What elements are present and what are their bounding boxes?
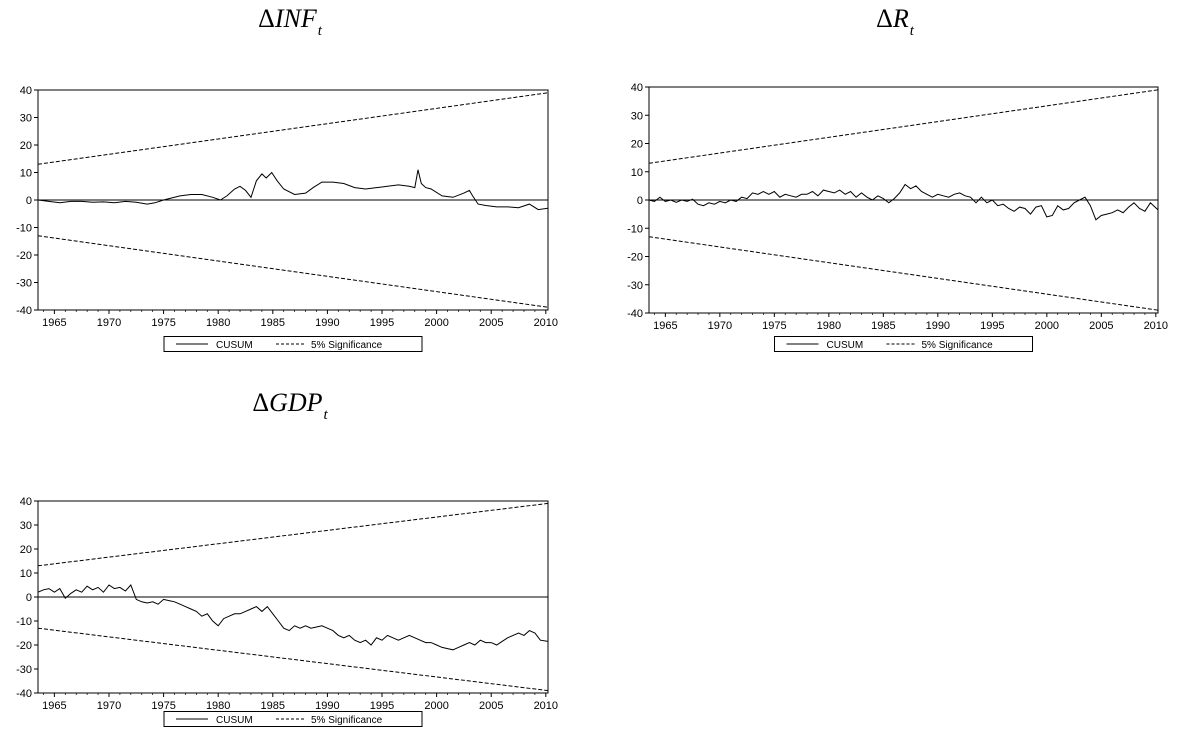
y-tick-label: 20 — [631, 139, 643, 151]
legend-significance-label: 5% Significance — [922, 340, 994, 351]
x-tick-label: 1980 — [206, 700, 230, 712]
title-delta: Δ — [258, 4, 275, 33]
y-tick-label: -40 — [627, 308, 643, 320]
y-tick-label: 10 — [20, 568, 32, 580]
x-tick-label: 1985 — [261, 700, 285, 712]
y-tick-label: -40 — [16, 305, 32, 317]
x-tick-label: 2010 — [1144, 320, 1168, 332]
x-tick-label: 1975 — [151, 700, 175, 712]
x-tick-label: 2010 — [534, 700, 558, 712]
x-tick-label: 1965 — [42, 317, 66, 329]
x-tick-label: 1985 — [261, 317, 285, 329]
y-tick-label: -20 — [627, 252, 643, 264]
y-tick-label: -20 — [16, 250, 32, 262]
chart-title-gdp: ΔGDPt — [0, 388, 580, 423]
significance-lower-line — [37, 235, 549, 308]
chart-panel-gdp: ΔGDPt 40 30 20 10 0 -10 -20 -30 -40 1965 1970 1975 1… — [0, 368, 580, 738]
y-tick-label: -20 — [16, 640, 32, 652]
x-tick-label: 1990 — [315, 700, 339, 712]
x-tick-label: 1990 — [315, 317, 339, 329]
y-tick-label: 40 — [20, 85, 32, 97]
x-tick-label: 1985 — [871, 320, 895, 332]
title-var: GDP — [269, 388, 323, 417]
legend-significance-label: 5% Significance — [311, 340, 383, 351]
x-tick-label: 1975 — [762, 320, 786, 332]
y-tick-label: -10 — [16, 223, 32, 235]
legend-cusum-label: CUSUM — [216, 715, 253, 726]
y-tick-label: 30 — [631, 110, 643, 122]
significance-upper-line — [648, 89, 1159, 164]
significance-upper-line — [37, 92, 549, 165]
title-var: R — [892, 4, 909, 33]
x-tick-label: 1965 — [653, 320, 677, 332]
x-tick-label: 2010 — [534, 317, 558, 329]
x-tick-label: 2000 — [424, 700, 448, 712]
x-tick-label: 1970 — [97, 317, 121, 329]
y-tick-label: -40 — [16, 688, 32, 700]
y-tick-label: 0 — [26, 195, 32, 207]
legend-significance-label: 5% Significance — [311, 715, 383, 726]
y-tick-label: 10 — [20, 168, 32, 180]
x-tick-label: 2000 — [424, 317, 448, 329]
x-tick-label: 1995 — [980, 320, 1004, 332]
y-tick-label: -30 — [627, 280, 643, 292]
x-tick-label: 2005 — [479, 700, 503, 712]
significance-lower-line — [648, 236, 1159, 311]
x-tick-label: 2000 — [1035, 320, 1059, 332]
x-tick-label: 1970 — [97, 700, 121, 712]
significance-lower-line — [37, 627, 549, 692]
cusum-series-line — [37, 584, 549, 651]
x-tick-label: 2005 — [479, 317, 503, 329]
y-tick-label: -30 — [16, 664, 32, 676]
y-tick-label: 0 — [637, 195, 643, 207]
chart-panel-inf: ΔINFt 40 30 20 10 0 -10 -20 -30 -40 1965 1970 1975 1… — [0, 0, 580, 370]
chart-panel-r: ΔRt 40 30 20 10 0 -10 -20 -30 -40 1965 1970 1975 198… — [605, 0, 1185, 370]
y-tick-label: -30 — [16, 278, 32, 290]
title-var: INF — [274, 4, 317, 33]
x-tick-label: 1980 — [817, 320, 841, 332]
x-tick-label: 1980 — [206, 317, 230, 329]
cusum-series-line — [648, 183, 1159, 221]
y-tick-label: 40 — [20, 496, 32, 508]
chart-title-r: ΔRt — [605, 4, 1185, 39]
y-tick-label: 0 — [26, 592, 32, 604]
y-tick-label: 30 — [20, 113, 32, 125]
title-subscript: t — [323, 407, 328, 423]
y-tick-label: 40 — [631, 82, 643, 94]
chart-title-inf: ΔINFt — [0, 4, 580, 39]
title-subscript: t — [909, 23, 914, 39]
x-tick-label: 1970 — [708, 320, 732, 332]
title-delta: Δ — [876, 4, 893, 33]
y-tick-label: 20 — [20, 544, 32, 556]
x-tick-label: 2005 — [1089, 320, 1113, 332]
significance-upper-line — [37, 502, 549, 567]
y-tick-label: -10 — [627, 223, 643, 235]
x-tick-label: 1990 — [926, 320, 950, 332]
cusum-series-line — [37, 169, 549, 211]
x-tick-label: 1995 — [370, 700, 394, 712]
legend-cusum-label: CUSUM — [827, 340, 864, 351]
legend-cusum-label: CUSUM — [216, 340, 253, 351]
x-tick-label: 1995 — [370, 317, 394, 329]
y-tick-label: -10 — [16, 616, 32, 628]
x-tick-label: 1975 — [151, 317, 175, 329]
title-subscript: t — [317, 23, 322, 39]
y-tick-label: 30 — [20, 520, 32, 532]
title-delta: Δ — [252, 388, 270, 417]
y-tick-label: 20 — [20, 140, 32, 152]
y-tick-label: 10 — [631, 167, 643, 179]
x-tick-label: 1965 — [42, 700, 66, 712]
